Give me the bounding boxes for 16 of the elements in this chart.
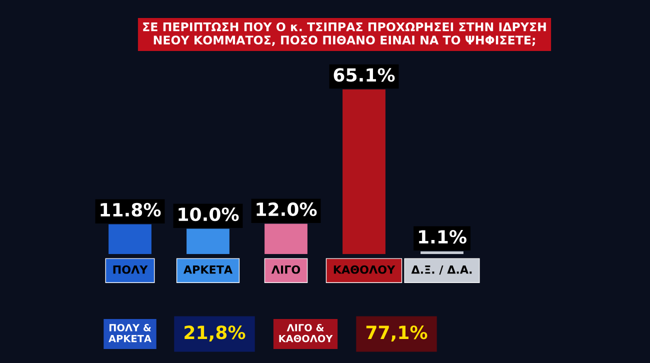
- data-label: 1.1%: [419, 230, 466, 244]
- text: 77,1%: [366, 326, 428, 342]
- text: ΠΟΛΥ & ΑΡΚΕΤΑ: [108, 324, 152, 342]
- x-tick-label: ΚΑΘΟΛΟΥ: [334, 265, 396, 274]
- chart-title: ΣΕ ΠΕΡΙΠΤΩΣΗ ΠΟΥ Ο κ. ΤΣΙΠΡΑΣ ΠΡΟΧΩΡΗΣΕΙ ΣΤΗΝ ΙΔΡΥΣΗ ΝΕΟΥ ΚΟΜΜΑΤΟΣ, ΠΟΣΟ ΠΙΘΑΝΟ ΕΙΝΑΙ ΝΑ ΤΟ ΨΗΦΙΣΕΤΕ;: [143, 22, 546, 46]
- x-tick-label: Δ.Ξ. / Δ.Α.: [411, 266, 472, 275]
- text: 21,8%: [184, 326, 246, 342]
- bar: [420, 251, 464, 254]
- text: ΛΙΓΟ & ΚΑΘΟΛΟΥ: [279, 324, 333, 342]
- data-label: 12.0%: [256, 202, 317, 216]
- data-label: 11.8%: [100, 202, 161, 217]
- x-tick-label: ΠΟΛΥ: [113, 265, 148, 274]
- x-tick-label: ΑΡΚΕΤΑ: [183, 266, 233, 274]
- data-label: 10.0%: [178, 207, 239, 222]
- x-tick-label: ΛΙΓΟ: [271, 265, 300, 274]
- data-label: 65.1%: [334, 68, 395, 82]
